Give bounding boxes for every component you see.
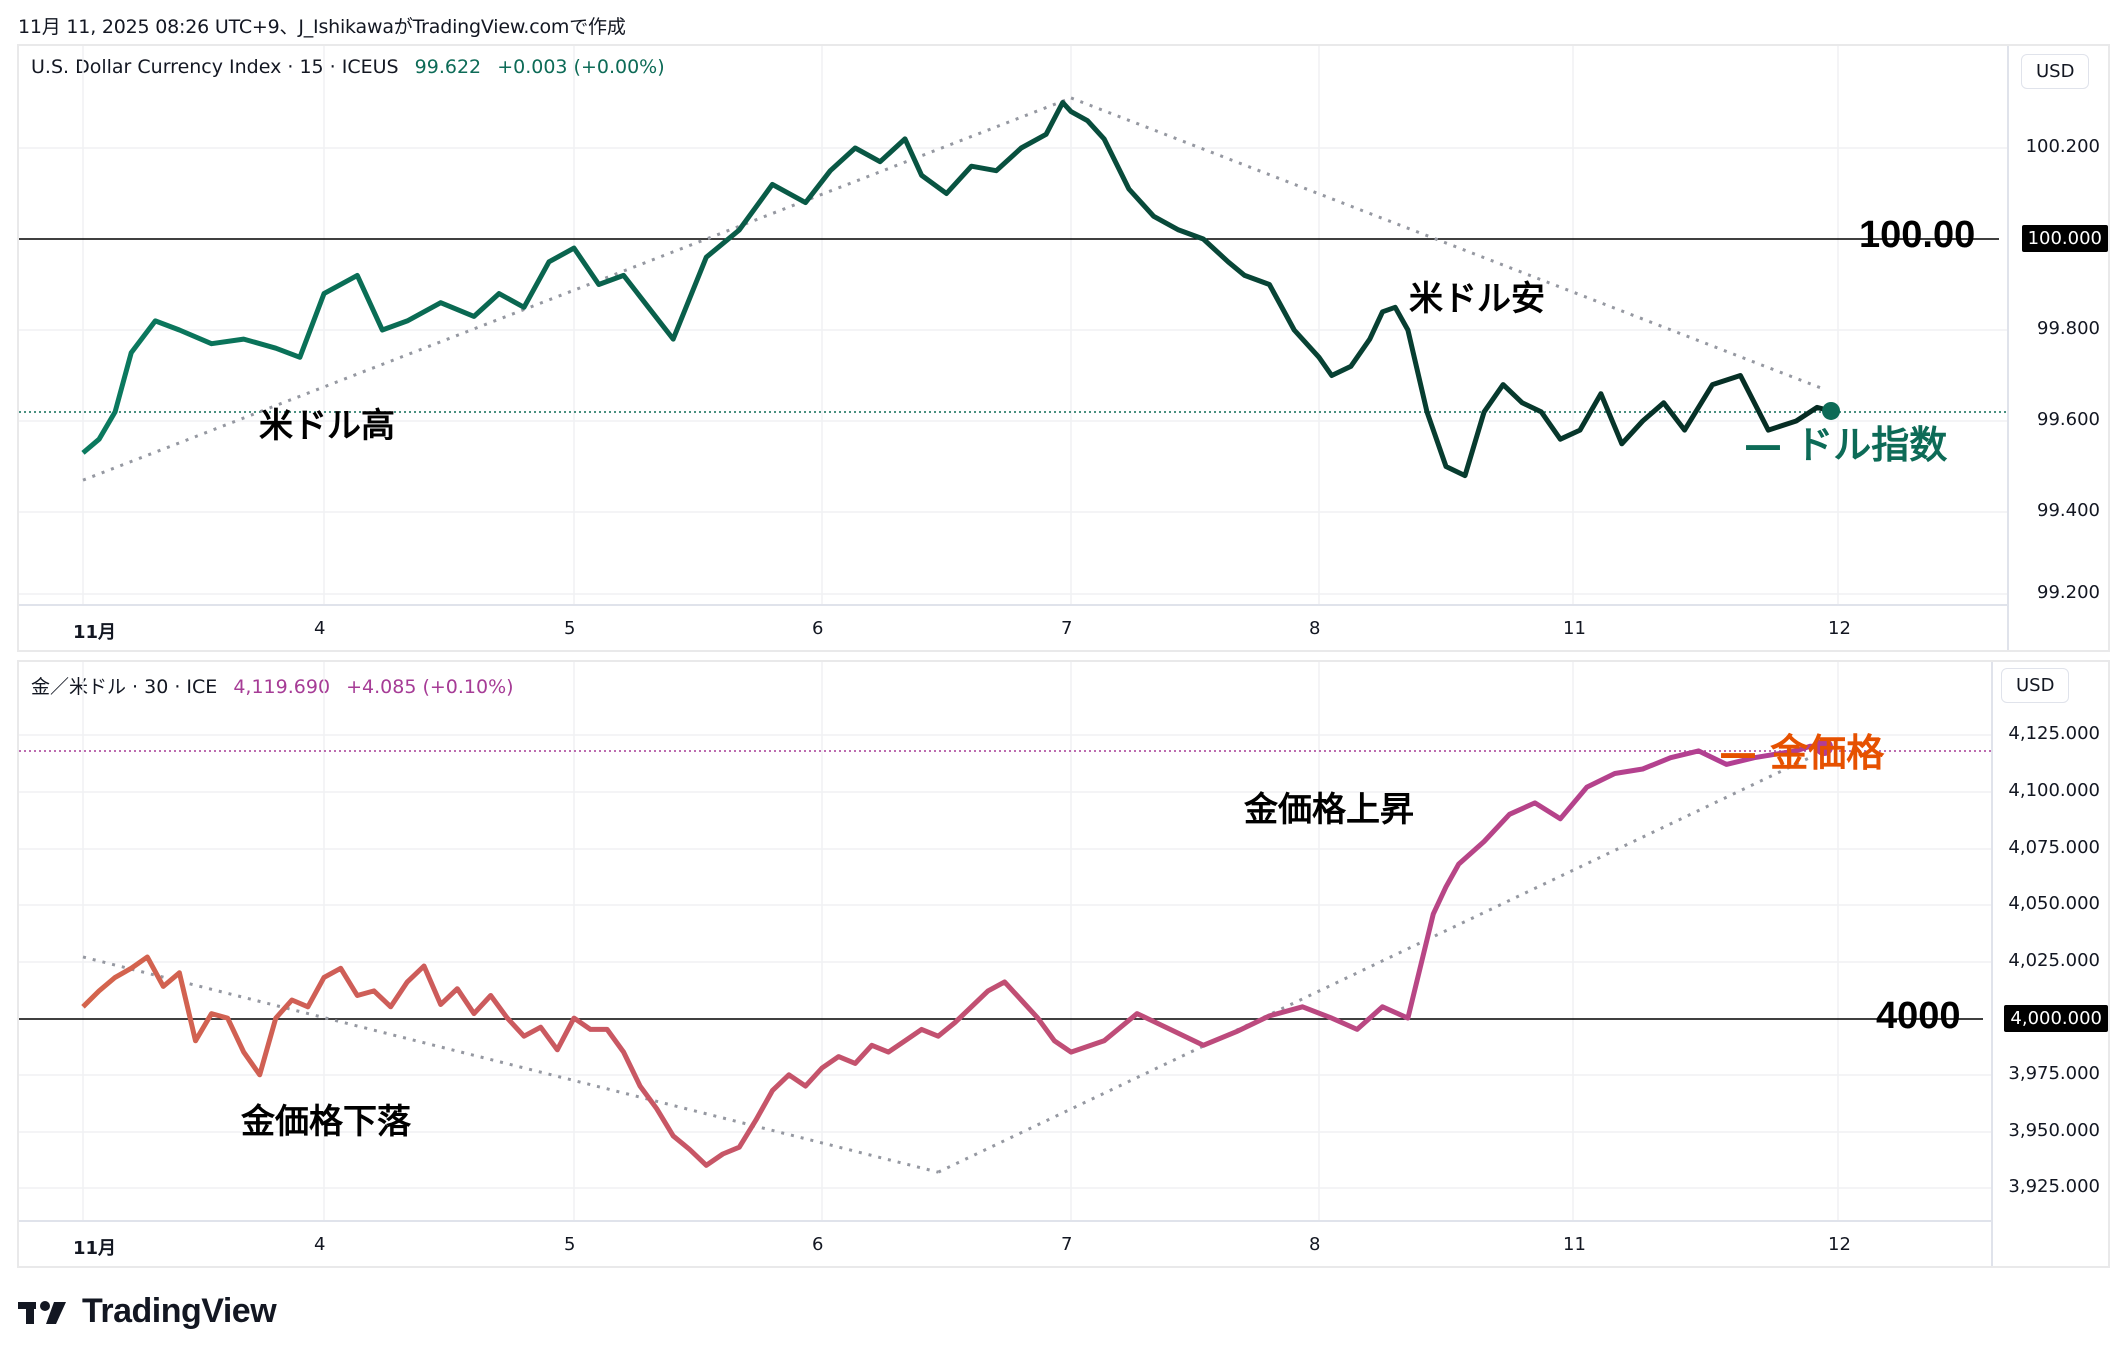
- dxy-reference-level-label: 100.00: [1859, 214, 1976, 256]
- dxy-legend: U.S. Dollar Currency Index · 15 · ICEUS …: [31, 56, 665, 78]
- dxy-pane[interactable]: U.S. Dollar Currency Index · 15 · ICEUS …: [17, 44, 2110, 652]
- time-tick: 4: [314, 1234, 326, 1255]
- gold-series-label: — 金価格: [1719, 731, 1885, 775]
- time-tick: 8: [1309, 1234, 1321, 1255]
- time-tick: 6: [812, 618, 824, 639]
- gold-symbol: 金／米ドル · 30 · ICE: [31, 676, 218, 698]
- gold-legend: 金／米ドル · 30 · ICE 4,119.690 +4.085 (+0.10…: [31, 672, 514, 699]
- dxy-time-axis[interactable]: 11月 4 5 6 7 8 11 12: [19, 604, 2007, 652]
- price-tick: 99.200: [2037, 582, 2100, 603]
- chart-caption: 11月 11, 2025 08:26 UTC+9、J_IshikawaがTrad…: [18, 16, 626, 38]
- dxy-currency-button[interactable]: USD: [2021, 54, 2090, 89]
- tradingview-logo[interactable]: TradingView: [18, 1292, 277, 1331]
- price-tick: 100.200: [2025, 136, 2100, 157]
- price-tick: 99.600: [2037, 409, 2100, 430]
- gold-plot[interactable]: [19, 662, 1991, 1222]
- time-tick: 7: [1061, 618, 1073, 639]
- price-tick: 4,025.000: [2008, 950, 2100, 971]
- tradingview-wordmark: TradingView: [82, 1292, 277, 1330]
- gold-rise-annotation: 金価格上昇: [1244, 790, 1414, 830]
- time-tick: 6: [812, 1234, 824, 1255]
- gold-change: +4.085 (+0.10%): [346, 676, 514, 698]
- price-tick: 3,950.000: [2008, 1120, 2100, 1141]
- price-tick: 4,075.000: [2008, 837, 2100, 858]
- time-tick: 11月: [73, 1238, 117, 1259]
- time-tick: 11: [1563, 1234, 1586, 1255]
- time-tick: 11: [1563, 618, 1586, 639]
- last-price-dot: [1822, 401, 1841, 420]
- last-price-dot: [1815, 738, 1834, 757]
- dxy-plot[interactable]: [19, 46, 2007, 606]
- gold-reference-level-label: 4000: [1876, 995, 1961, 1037]
- gold-price-axis[interactable]: USD 4,125.000 4,100.000 4,075.000 4,050.000…: [1991, 662, 2112, 1266]
- time-tick: 12: [1828, 1234, 1851, 1255]
- dxy-series-label: — ドル指数: [1744, 423, 1948, 467]
- time-tick: 12: [1828, 618, 1851, 639]
- price-tick: 99.800: [2037, 318, 2100, 339]
- dxy-price-axis[interactable]: USD 100.200 99.800 99.600 99.400 99.200 100.…: [2007, 46, 2112, 650]
- price-tick: 3,925.000: [2008, 1176, 2100, 1197]
- dxy-change: +0.003 (+0.00%): [497, 56, 665, 78]
- gold-last-price: 4,119.690: [233, 676, 331, 698]
- gold-pane[interactable]: 金／米ドル · 30 · ICE 4,119.690 +4.085 (+0.10…: [17, 660, 2110, 1268]
- gold-decline-annotation: 金価格下落: [241, 1102, 411, 1142]
- time-tick: 5: [564, 618, 576, 639]
- tradingview-logo-icon: [18, 1300, 66, 1324]
- price-tick: 4,100.000: [2008, 780, 2100, 801]
- price-tick: 4,125.000: [2008, 723, 2100, 744]
- price-tick: 99.400: [2037, 500, 2100, 521]
- dxy-last-price: 99.622: [414, 56, 482, 78]
- price-tick: 4,050.000: [2008, 893, 2100, 914]
- time-tick: 5: [564, 1234, 576, 1255]
- dxy-reference-price-label: 100.000: [2021, 225, 2108, 252]
- dollar-weakness-annotation: 米ドル安: [1409, 279, 1545, 319]
- time-tick: 8: [1309, 618, 1321, 639]
- dollar-strength-annotation: 米ドル高: [259, 406, 395, 446]
- price-tick: 3,975.000: [2008, 1063, 2100, 1084]
- time-tick: 7: [1061, 1234, 1073, 1255]
- time-tick: 4: [314, 618, 326, 639]
- dxy-symbol: U.S. Dollar Currency Index · 15 · ICEUS: [31, 56, 399, 78]
- gold-reference-price-label: 4,000.000: [2004, 1005, 2108, 1032]
- gold-currency-button[interactable]: USD: [2001, 668, 2070, 703]
- gold-time-axis[interactable]: 11月 4 5 6 7 8 11 12: [19, 1220, 1991, 1268]
- time-tick: 11月: [73, 622, 117, 643]
